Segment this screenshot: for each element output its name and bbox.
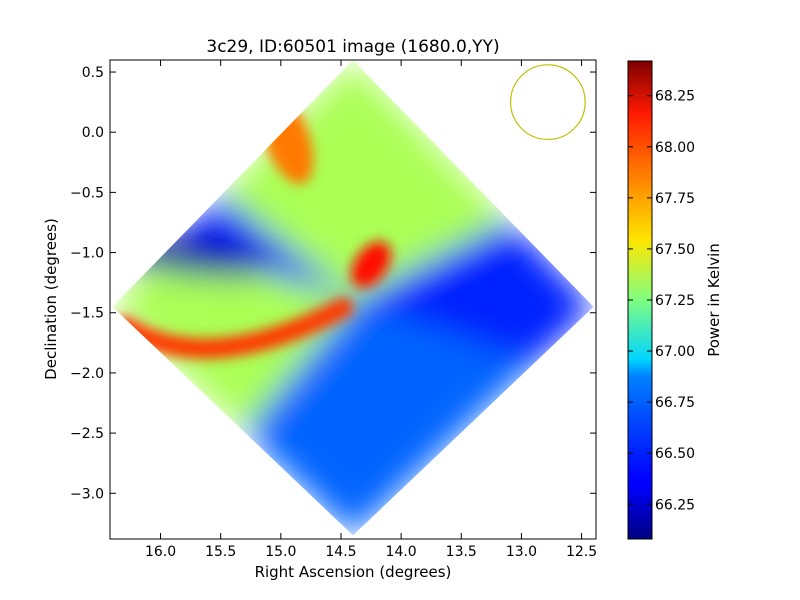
- colorbar-tick-label: 68.00: [655, 140, 695, 156]
- upper-lobe-core: [279, 99, 430, 240]
- colorbar-tick-label: 68.25: [655, 89, 695, 105]
- colorbar-ticks: 68.25 68.00 67.75 67.50 67.25 67.00 66.75 66.50…: [628, 89, 695, 513]
- chart-title: 3c29, ID:60501 image (1680.0,YY): [206, 37, 499, 57]
- y-tick-label: −1.5: [70, 306, 104, 322]
- x-tick-label: 13.0: [506, 544, 537, 560]
- y-tick-label: 0.0: [82, 125, 104, 141]
- colorbar-tick-label: 67.25: [655, 293, 695, 309]
- x-tick-label: 13.5: [446, 544, 477, 560]
- y-tick-label: −3.0: [70, 486, 104, 502]
- beam-circle: [509, 64, 586, 141]
- colorbar-tick-label: 67.00: [655, 344, 695, 360]
- y-tick-label: −0.5: [70, 185, 104, 201]
- colorbar-tick-label: 67.50: [655, 242, 695, 258]
- y-tick-label: −2.5: [70, 426, 104, 442]
- colorbar-tick-label: 66.75: [655, 395, 695, 411]
- x-tick-label: 16.0: [145, 544, 176, 560]
- y-axis-ticks: 0.5 0.0 −0.5 −1.0 −1.5 −2.0 −2.5 −3.0: [70, 65, 596, 502]
- colorbar-label: Power in Kelvin: [705, 243, 723, 357]
- x-tick-label: 15.0: [265, 544, 296, 560]
- x-tick-label: 14.0: [386, 544, 417, 560]
- center-source: [351, 241, 391, 288]
- left-lower-arc: [114, 297, 354, 359]
- x-axis-ticks: 16.0 15.5 15.0 14.5 14.0 13.5 13.0 12.5: [145, 60, 597, 560]
- x-tick-label: 12.5: [566, 544, 597, 560]
- sky-map: [112, 60, 594, 536]
- y-tick-label: −2.0: [70, 366, 104, 382]
- y-axis-label: Declination (degrees): [42, 218, 60, 380]
- colorbar-tick-label: 66.50: [655, 446, 695, 462]
- plot-frame: [109, 59, 597, 540]
- x-tick-label: 14.5: [325, 544, 356, 560]
- bottom-lobe: [244, 299, 534, 536]
- colorbar-tick-label: 66.25: [655, 497, 695, 513]
- y-tick-label: 0.5: [82, 65, 104, 81]
- colorbar-tick-label: 67.75: [655, 191, 695, 207]
- y-tick-label: −1.0: [70, 246, 104, 262]
- x-axis-label: Right Ascension (degrees): [255, 563, 452, 581]
- x-tick-label: 15.5: [205, 544, 236, 560]
